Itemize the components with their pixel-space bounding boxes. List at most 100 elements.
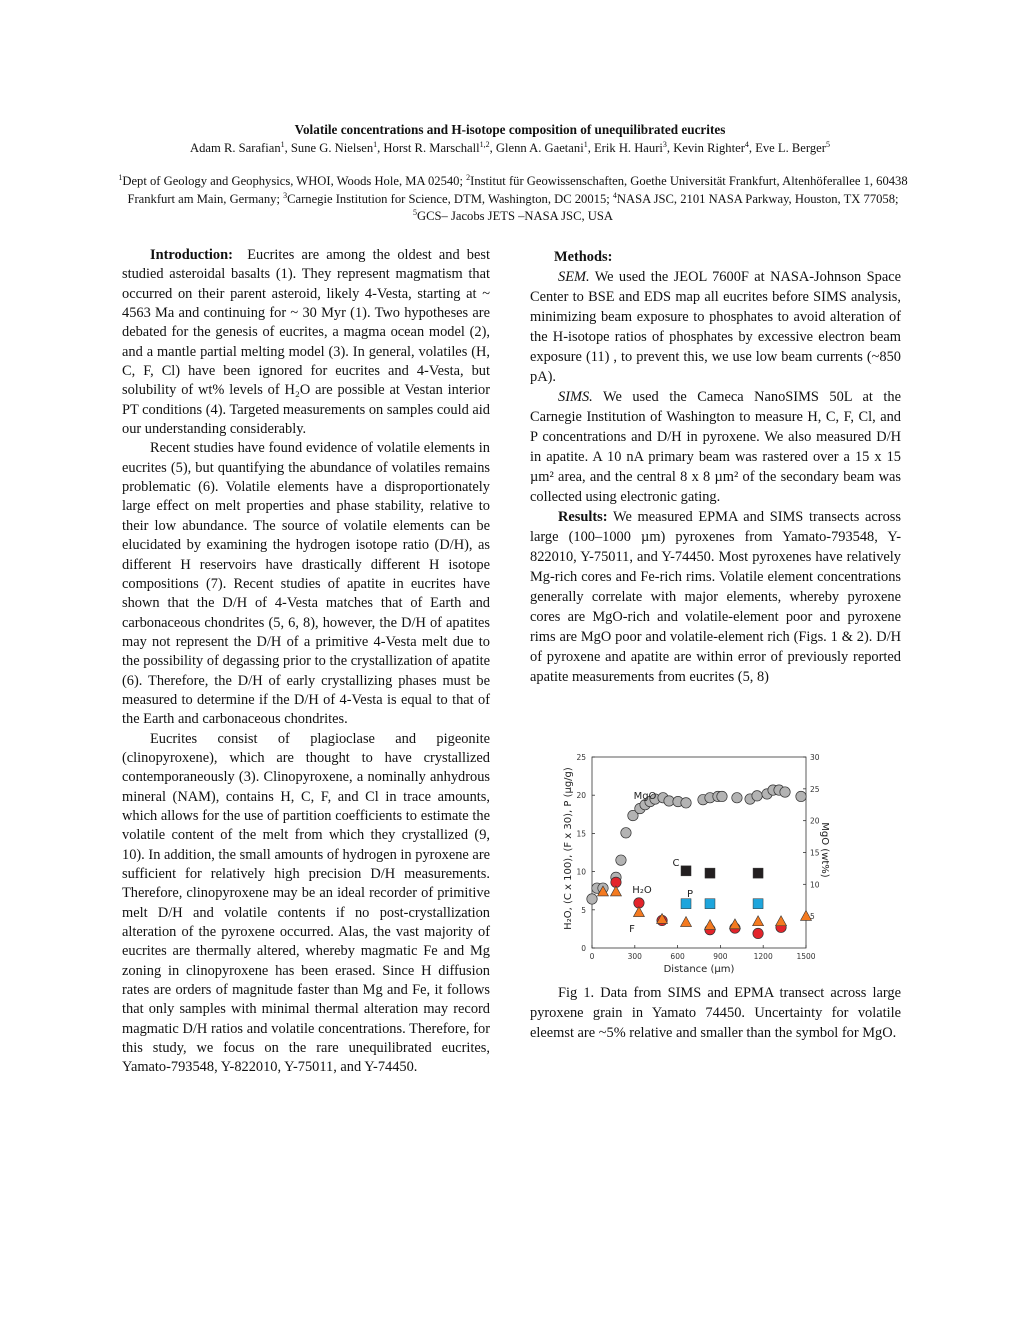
author: , Erik H. Hauri bbox=[587, 141, 663, 155]
text: Eucrites are among the oldest and best s… bbox=[122, 247, 490, 438]
data-point bbox=[752, 927, 764, 940]
y-tick-label: 10 bbox=[576, 868, 586, 877]
author: , Glenn A. Gaetani bbox=[489, 141, 584, 155]
affiliation-number: 1 bbox=[118, 173, 123, 182]
series-label: MgO bbox=[634, 791, 657, 802]
data-point bbox=[615, 854, 627, 866]
data-point bbox=[728, 918, 741, 930]
paragraph: SEM. We used the JEOL 7600F at NASA-John… bbox=[530, 267, 901, 387]
figure-caption: Fig 1. Data from SIMS and EPMA transect … bbox=[530, 983, 901, 1043]
paragraph: Introduction: Eucrites are among the old… bbox=[122, 246, 490, 439]
x-tick-label: 900 bbox=[713, 952, 728, 961]
y-axis-label: H₂O, (C x 100), (F x 30), P (µg/g) bbox=[563, 767, 574, 930]
y2-tick-label: 30 bbox=[810, 753, 820, 762]
series-label: F bbox=[629, 924, 635, 935]
text: We measured EPMA and SIMS transects acro… bbox=[530, 509, 901, 685]
y-tick-label: 0 bbox=[581, 944, 586, 953]
author: , Horst R. Marschall bbox=[377, 141, 480, 155]
series-label: C bbox=[673, 858, 680, 869]
author: Adam R. Sarafian bbox=[190, 141, 281, 155]
affiliations: 1Dept of Geology and Geophysics, WHOI, W… bbox=[118, 173, 908, 226]
data-point bbox=[799, 909, 813, 921]
data-point bbox=[752, 915, 765, 927]
data-point bbox=[609, 885, 622, 897]
y2-tick-label: 25 bbox=[810, 785, 820, 794]
x-tick-label: 0 bbox=[590, 952, 595, 961]
y2-tick-label: 5 bbox=[810, 912, 815, 921]
lead: SIMS. bbox=[558, 389, 593, 405]
affiliation: GCS– Jacobs JETS –NASA JSC, USA bbox=[417, 209, 613, 223]
lead: Results: bbox=[558, 509, 608, 525]
x-tick-label: 600 bbox=[670, 952, 685, 961]
authors: Adam R. Sarafian1, Sune G. Nielsen1, Hor… bbox=[0, 141, 1020, 156]
data-point bbox=[680, 797, 692, 809]
right-column: Methods: SEM. We used the JEOL 7600F at … bbox=[530, 247, 901, 687]
data-point bbox=[656, 912, 669, 924]
data-point bbox=[632, 905, 645, 917]
y2-tick-label: 20 bbox=[810, 817, 820, 826]
data-point bbox=[704, 898, 716, 909]
y2-tick-label: 15 bbox=[810, 849, 820, 858]
data-point bbox=[596, 885, 609, 897]
affiliation: Dept of Geology and Geophysics, WHOI, Wo… bbox=[122, 174, 467, 188]
data-point bbox=[751, 790, 763, 802]
caption-text: Fig 1. Data from SIMS and EPMA transect … bbox=[530, 985, 901, 1041]
affiliation: NASA JSC, 2101 NASA Parkway, Houston, TX… bbox=[616, 191, 899, 206]
data-point bbox=[752, 867, 764, 879]
data-point bbox=[779, 786, 791, 798]
paragraph: SIMS. We used the Cameca NanoSIMS 50L at… bbox=[530, 387, 901, 507]
author-affiliation: 1,2 bbox=[479, 140, 490, 149]
x-axis-label: Distance (µm) bbox=[664, 964, 735, 975]
data-point bbox=[680, 915, 693, 927]
data-point bbox=[586, 893, 598, 905]
paper-title: Volatile concentrations and H-isotope co… bbox=[294, 122, 726, 137]
author: , Sune G. Nielsen bbox=[284, 141, 374, 155]
x-tick-label: 1500 bbox=[796, 952, 815, 961]
data-point bbox=[627, 810, 639, 822]
series-label: H₂O bbox=[632, 885, 652, 896]
affiliation-number: 2 bbox=[466, 173, 471, 182]
left-column: Introduction: Eucrites are among the old… bbox=[122, 246, 490, 1078]
data-point bbox=[680, 865, 692, 877]
text: We used the JEOL 7600F at NASA-Johnson S… bbox=[530, 269, 901, 385]
x-tick-label: 1200 bbox=[754, 952, 773, 961]
data-point bbox=[680, 898, 692, 909]
author-affiliation: 5 bbox=[825, 140, 830, 149]
affiliation: Institut für Geowissenschaften, Goethe U… bbox=[127, 174, 908, 206]
affiliation-number: 3 bbox=[283, 190, 288, 200]
affiliation-number: 5 bbox=[413, 208, 418, 217]
x-tick-label: 300 bbox=[628, 952, 643, 961]
y2-axis-label: MgO (wt%) bbox=[819, 822, 830, 878]
author-affiliation: 1 bbox=[280, 140, 285, 149]
data-point bbox=[703, 918, 716, 930]
series-label: P bbox=[687, 889, 693, 900]
section-heading: Introduction: bbox=[150, 247, 233, 263]
data-point bbox=[620, 827, 632, 839]
y-tick-label: 15 bbox=[576, 829, 586, 838]
y2-tick-label: 10 bbox=[810, 880, 820, 889]
data-point bbox=[704, 867, 716, 879]
y-tick-label: 20 bbox=[576, 791, 586, 800]
paragraph: Results: We measured EPMA and SIMS trans… bbox=[530, 507, 901, 687]
data-point bbox=[795, 790, 807, 803]
data-point bbox=[731, 792, 743, 804]
author-affiliation: 3 bbox=[662, 140, 667, 149]
paragraph: Eucrites consist of plagioclase and pige… bbox=[122, 730, 490, 1076]
text: We used the Cameca NanoSIMS 50L at the C… bbox=[530, 389, 901, 505]
affiliation: Carnegie Institution for Science, DTM, W… bbox=[287, 191, 613, 206]
y-tick-label: 25 bbox=[576, 753, 586, 762]
author-affiliation: 1 bbox=[373, 140, 378, 149]
author-affiliation: 1 bbox=[583, 140, 588, 149]
paragraph: Recent studies have found evidence of vo… bbox=[122, 440, 490, 728]
lead: SEM. bbox=[558, 269, 590, 285]
author: , Eve L. Berger bbox=[748, 141, 826, 155]
author: , Kevin Righter bbox=[666, 141, 745, 155]
author-affiliation: 4 bbox=[744, 140, 749, 149]
section-heading: Methods: bbox=[530, 247, 901, 267]
data-point bbox=[752, 898, 764, 909]
affiliation-number: 4 bbox=[612, 190, 617, 200]
data-point bbox=[775, 915, 788, 927]
data-point bbox=[716, 790, 728, 803]
